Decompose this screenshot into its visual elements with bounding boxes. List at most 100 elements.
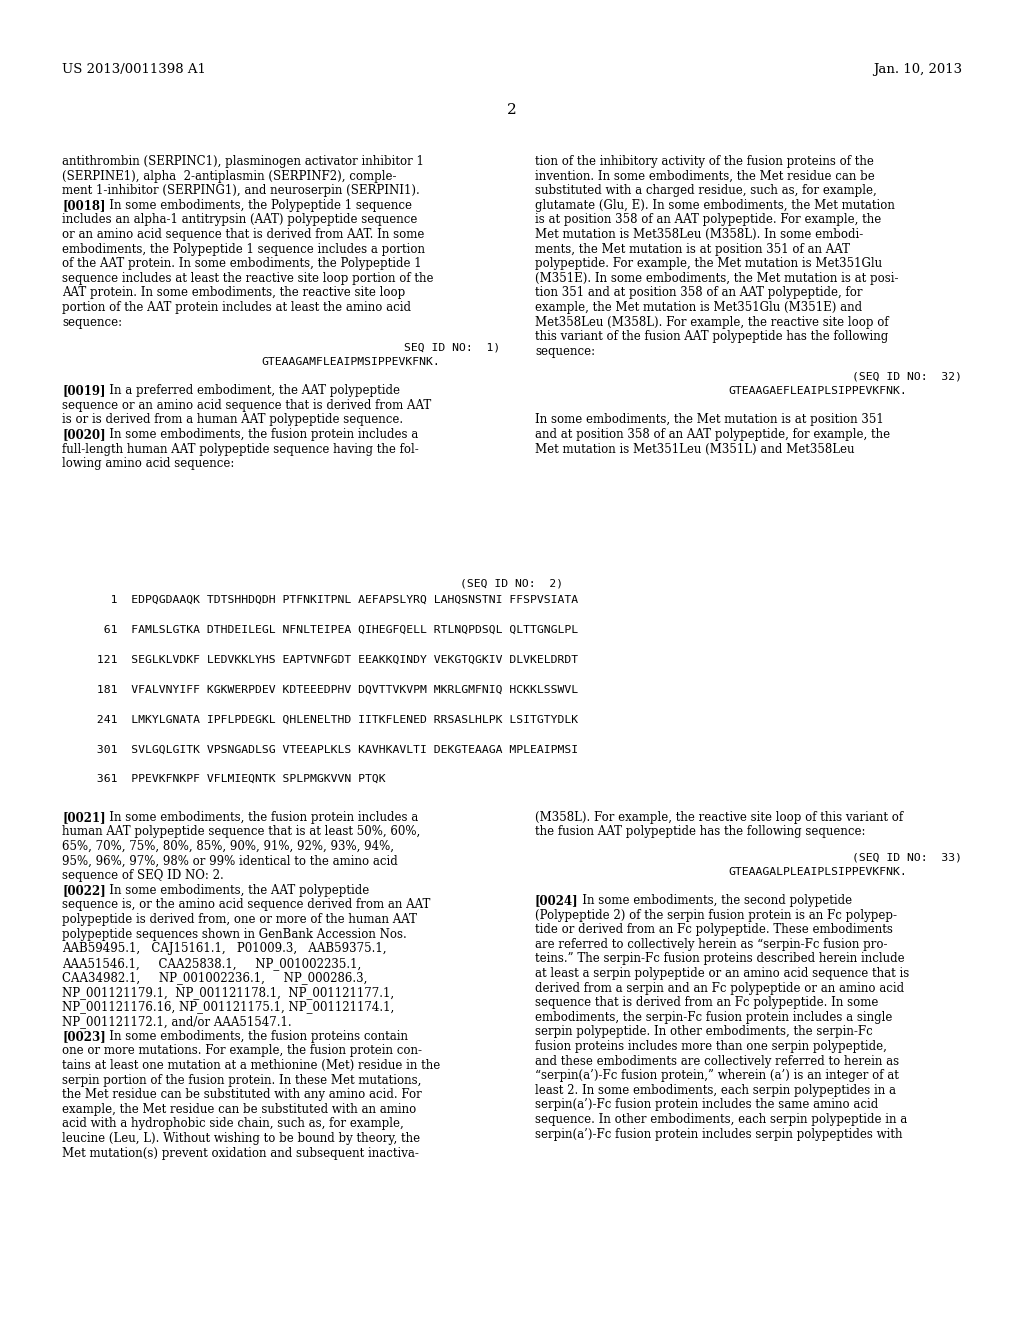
Text: serpin portion of the fusion protein. In these Met mutations,: serpin portion of the fusion protein. In… [62,1073,421,1086]
Text: sequence is, or the amino acid sequence derived from an AAT: sequence is, or the amino acid sequence … [62,899,430,911]
Text: the Met residue can be substituted with any amino acid. For: the Met residue can be substituted with … [62,1088,422,1101]
Text: the fusion AAT polypeptide has the following sequence:: the fusion AAT polypeptide has the follo… [535,825,865,838]
Text: [0022]: [0022] [62,884,105,896]
Text: sequence includes at least the reactive site loop portion of the: sequence includes at least the reactive … [62,272,433,285]
Text: In some embodiments, the Polypeptide 1 sequence: In some embodiments, the Polypeptide 1 s… [98,199,412,211]
Text: (M351E). In some embodiments, the Met mutation is at posi-: (M351E). In some embodiments, the Met mu… [535,272,898,285]
Text: [0019]: [0019] [62,384,105,397]
Text: (M358L). For example, the reactive site loop of this variant of: (M358L). For example, the reactive site … [535,810,903,824]
Text: US 2013/0011398 A1: US 2013/0011398 A1 [62,63,206,77]
Text: NP_001121172.1, and/or AAA51547.1.: NP_001121172.1, and/or AAA51547.1. [62,1015,292,1028]
Text: GTEAAGALPLEAIPLSIPPEVKFNK.: GTEAAGALPLEAIPLSIPPEVKFNK. [728,867,907,876]
Text: Met mutation is Met358Leu (M358L). In some embodi-: Met mutation is Met358Leu (M358L). In so… [535,228,863,242]
Text: embodiments, the serpin-Fc fusion protein includes a single: embodiments, the serpin-Fc fusion protei… [535,1011,892,1024]
Text: sequence or an amino acid sequence that is derived from AAT: sequence or an amino acid sequence that … [62,399,431,412]
Text: and at position 358 of an AAT polypeptide, for example, the: and at position 358 of an AAT polypeptid… [535,428,890,441]
Text: tide or derived from an Fc polypeptide. These embodiments: tide or derived from an Fc polypeptide. … [535,923,893,936]
Text: (SEQ ID NO:  32): (SEQ ID NO: 32) [852,372,962,381]
Text: sequence. In other embodiments, each serpin polypeptide in a: sequence. In other embodiments, each ser… [535,1113,907,1126]
Text: [0018]: [0018] [62,199,105,211]
Text: Met358Leu (M358L). For example, the reactive site loop of: Met358Leu (M358L). For example, the reac… [535,315,889,329]
Text: human AAT polypeptide sequence that is at least 50%, 60%,: human AAT polypeptide sequence that is a… [62,825,420,838]
Text: serpin(a’)-Fc fusion protein includes the same amino acid: serpin(a’)-Fc fusion protein includes th… [535,1098,879,1111]
Text: sequence:: sequence: [535,345,595,358]
Text: (SERPINE1), alpha  2-antiplasmin (SERPINF2), comple-: (SERPINE1), alpha 2-antiplasmin (SERPINF… [62,169,396,182]
Text: tion 351 and at position 358 of an AAT polypeptide, for: tion 351 and at position 358 of an AAT p… [535,286,862,300]
Text: polypeptide is derived from, one or more of the human AAT: polypeptide is derived from, one or more… [62,913,417,927]
Text: are referred to collectively herein as “serpin-Fc fusion pro-: are referred to collectively herein as “… [535,937,888,950]
Text: In some embodiments, the AAT polypeptide: In some embodiments, the AAT polypeptide [98,884,370,896]
Text: sequence:: sequence: [62,315,122,329]
Text: leucine (Leu, L). Without wishing to be bound by theory, the: leucine (Leu, L). Without wishing to be … [62,1133,420,1144]
Text: sequence of SEQ ID NO: 2.: sequence of SEQ ID NO: 2. [62,869,224,882]
Text: includes an alpha-1 antitrypsin (AAT) polypeptide sequence: includes an alpha-1 antitrypsin (AAT) po… [62,214,418,227]
Text: In some embodiments, the second polypetide: In some embodiments, the second polypeti… [571,894,852,907]
Text: at least a serpin polypeptide or an amino acid sequence that is: at least a serpin polypeptide or an amin… [535,968,909,979]
Text: glutamate (Glu, E). In some embodiments, the Met mutation: glutamate (Glu, E). In some embodiments,… [535,199,895,211]
Text: polypeptide. For example, the Met mutation is Met351Glu: polypeptide. For example, the Met mutati… [535,257,882,271]
Text: lowing amino acid sequence:: lowing amino acid sequence: [62,457,234,470]
Text: is or is derived from a human AAT polypeptide sequence.: is or is derived from a human AAT polype… [62,413,403,426]
Text: example, the Met mutation is Met351Glu (M351E) and: example, the Met mutation is Met351Glu (… [535,301,862,314]
Text: 1  EDPQGDAAQK TDTSHHDQDH PTFNKITPNL AEFAPSLYRQ LAHQSNSTNI FFSPVSIATA: 1 EDPQGDAAQK TDTSHHDQDH PTFNKITPNL AEFAP… [90,594,579,605]
Text: 181  VFALVNYIFF KGKWERPDEV KDTEEEDPHV DQVTTVKVPM MKRLGMFNIQ HCKKLSSWVL: 181 VFALVNYIFF KGKWERPDEV KDTEEEDPHV DQV… [90,684,579,694]
Text: portion of the AAT protein includes at least the amino acid: portion of the AAT protein includes at l… [62,301,411,314]
Text: In some embodiments, the Met mutation is at position 351: In some embodiments, the Met mutation is… [535,413,884,426]
Text: example, the Met residue can be substituted with an amino: example, the Met residue can be substitu… [62,1102,416,1115]
Text: 2: 2 [507,103,517,117]
Text: [0024]: [0024] [535,894,579,907]
Text: [0023]: [0023] [62,1030,105,1043]
Text: Met mutation(s) prevent oxidation and subsequent inactiva-: Met mutation(s) prevent oxidation and su… [62,1147,419,1159]
Text: In some embodiments, the fusion protein includes a: In some embodiments, the fusion protein … [98,428,418,441]
Text: [0020]: [0020] [62,428,105,441]
Text: NP_001121179.1,  NP_001121178.1,  NP_001121177.1,: NP_001121179.1, NP_001121178.1, NP_00112… [62,986,394,999]
Text: 361  PPEVKFNKPF VFLMIEQNTK SPLPMGKVVN PTQK: 361 PPEVKFNKPF VFLMIEQNTK SPLPMGKVVN PTQ… [90,775,386,784]
Text: acid with a hydrophobic side chain, such as, for example,: acid with a hydrophobic side chain, such… [62,1117,403,1130]
Text: (Polypeptide 2) of the serpin fusion protein is an Fc polypep-: (Polypeptide 2) of the serpin fusion pro… [535,908,897,921]
Text: antithrombin (SERPINC1), plasminogen activator inhibitor 1: antithrombin (SERPINC1), plasminogen act… [62,154,424,168]
Text: derived from a serpin and an Fc polypeptide or an amino acid: derived from a serpin and an Fc polypept… [535,982,904,994]
Text: AAA51546.1,     CAA25838.1,     NP_001002235.1,: AAA51546.1, CAA25838.1, NP_001002235.1, [62,957,361,970]
Text: tains at least one mutation at a methionine (Met) residue in the: tains at least one mutation at a methion… [62,1059,440,1072]
Text: least 2. In some embodiments, each serpin polypeptides in a: least 2. In some embodiments, each serpi… [535,1084,896,1097]
Text: polypeptide sequences shown in GenBank Accession Nos.: polypeptide sequences shown in GenBank A… [62,928,407,941]
Text: 241  LMKYLGNATA IPFLPDEGKL QHLENELTHD IITKFLENED RRSASLHLPK LSITGTYDLK: 241 LMKYLGNATA IPFLPDEGKL QHLENELTHD IIT… [90,714,579,725]
Text: of the AAT protein. In some embodiments, the Polypeptide 1: of the AAT protein. In some embodiments,… [62,257,422,271]
Text: ments, the Met mutation is at position 351 of an AAT: ments, the Met mutation is at position 3… [535,243,850,256]
Text: and these embodiments are collectively referred to herein as: and these embodiments are collectively r… [535,1055,899,1068]
Text: 301  SVLGQLGITK VPSNGADLSG VTEEAPLKLS KAVHKAVLTI DEKGTEAAGA MPLEAIPMSI: 301 SVLGQLGITK VPSNGADLSG VTEEAPLKLS KAV… [90,744,579,754]
Text: “serpin(a’)-Fc fusion protein,” wherein (a’) is an integer of at: “serpin(a’)-Fc fusion protein,” wherein … [535,1069,899,1082]
Text: In some embodiments, the fusion proteins contain: In some embodiments, the fusion proteins… [98,1030,408,1043]
Text: Met mutation is Met351Leu (M351L) and Met358Leu: Met mutation is Met351Leu (M351L) and Me… [535,442,854,455]
Text: is at position 358 of an AAT polypeptide. For example, the: is at position 358 of an AAT polypeptide… [535,214,882,227]
Text: CAA34982.1,     NP_001002236.1,     NP_000286.3,: CAA34982.1, NP_001002236.1, NP_000286.3, [62,972,368,985]
Text: GTEAAGAEFLEAIPLSIPPEVKFNK.: GTEAAGAEFLEAIPLSIPPEVKFNK. [728,387,907,396]
Text: one or more mutations. For example, the fusion protein con-: one or more mutations. For example, the … [62,1044,422,1057]
Text: embodiments, the Polypeptide 1 sequence includes a portion: embodiments, the Polypeptide 1 sequence … [62,243,425,256]
Text: AAT protein. In some embodiments, the reactive site loop: AAT protein. In some embodiments, the re… [62,286,406,300]
Text: [0021]: [0021] [62,810,105,824]
Text: this variant of the fusion AAT polypeptide has the following: this variant of the fusion AAT polypepti… [535,330,888,343]
Text: invention. In some embodiments, the Met residue can be: invention. In some embodiments, the Met … [535,169,874,182]
Text: NP_001121176.16, NP_001121175.1, NP_001121174.1,: NP_001121176.16, NP_001121175.1, NP_0011… [62,1001,394,1014]
Text: fusion proteins includes more than one serpin polypeptide,: fusion proteins includes more than one s… [535,1040,887,1053]
Text: AAB59495.1,   CAJ15161.1,   P01009.3,   AAB59375.1,: AAB59495.1, CAJ15161.1, P01009.3, AAB593… [62,942,386,956]
Text: ment 1-inhibitor (SERPING1), and neuroserpin (SERPINI1).: ment 1-inhibitor (SERPING1), and neurose… [62,185,420,197]
Text: substituted with a charged residue, such as, for example,: substituted with a charged residue, such… [535,185,877,197]
Text: In some embodiments, the fusion protein includes a: In some embodiments, the fusion protein … [98,810,418,824]
Text: SEQ ID NO:  1): SEQ ID NO: 1) [403,343,500,352]
Text: serpin(a’)-Fc fusion protein includes serpin polypeptides with: serpin(a’)-Fc fusion protein includes se… [535,1127,902,1140]
Text: 61  FAMLSLGTKA DTHDEILEGL NFNLTEIPEA QIHEGFQELL RTLNQPDSQL QLTTGNGLPL: 61 FAMLSLGTKA DTHDEILEGL NFNLTEIPEA QIHE… [90,624,579,635]
Text: In a preferred embodiment, the AAT polypeptide: In a preferred embodiment, the AAT polyp… [98,384,400,397]
Text: 121  SEGLKLVDKF LEDVKKLYHS EAPTVNFGDT EEAKKQINDY VEKGTQGKIV DLVKELDRDT: 121 SEGLKLVDKF LEDVKKLYHS EAPTVNFGDT EEA… [90,655,579,664]
Text: 65%, 70%, 75%, 80%, 85%, 90%, 91%, 92%, 93%, 94%,: 65%, 70%, 75%, 80%, 85%, 90%, 91%, 92%, … [62,840,394,853]
Text: 95%, 96%, 97%, 98% or 99% identical to the amino acid: 95%, 96%, 97%, 98% or 99% identical to t… [62,854,397,867]
Text: (SEQ ID NO:  2): (SEQ ID NO: 2) [461,578,563,587]
Text: full-length human AAT polypeptide sequence having the fol-: full-length human AAT polypeptide sequen… [62,442,419,455]
Text: serpin polypeptide. In other embodiments, the serpin-Fc: serpin polypeptide. In other embodiments… [535,1026,872,1039]
Text: teins.” The serpin-Fc fusion proteins described herein include: teins.” The serpin-Fc fusion proteins de… [535,953,904,965]
Text: or an amino acid sequence that is derived from AAT. In some: or an amino acid sequence that is derive… [62,228,424,242]
Text: tion of the inhibitory activity of the fusion proteins of the: tion of the inhibitory activity of the f… [535,154,873,168]
Text: sequence that is derived from an Fc polypeptide. In some: sequence that is derived from an Fc poly… [535,997,879,1010]
Text: (SEQ ID NO:  33): (SEQ ID NO: 33) [852,853,962,862]
